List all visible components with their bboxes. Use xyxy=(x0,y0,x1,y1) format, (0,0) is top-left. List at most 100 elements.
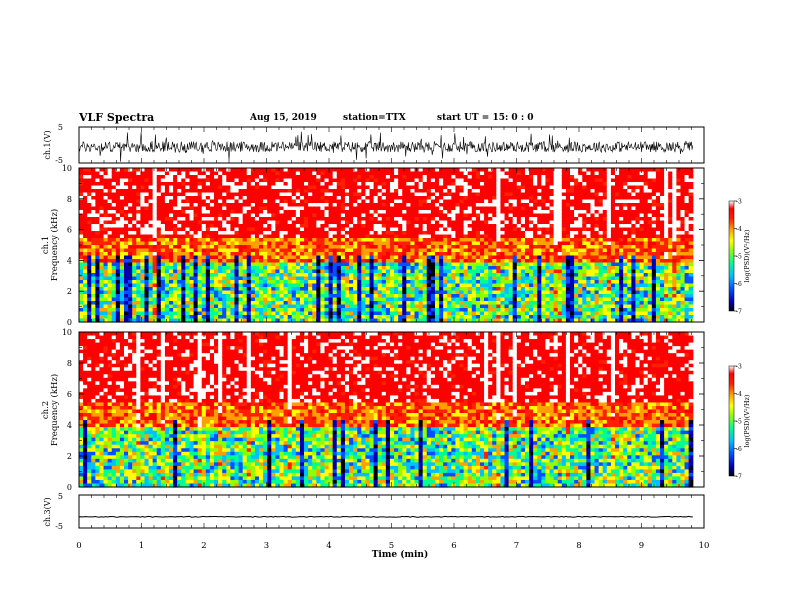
spectrogram-cell xyxy=(201,297,207,302)
spectrogram-cell xyxy=(533,206,538,211)
spectrogram-cell xyxy=(136,280,141,285)
spectrogram-cell xyxy=(173,182,178,187)
spectrogram-cell xyxy=(512,234,518,239)
spectrogram-cell xyxy=(328,234,334,239)
spectrogram-cell xyxy=(140,224,146,229)
spectrogram-cell xyxy=(209,245,215,250)
spectrogram-cell xyxy=(214,276,219,281)
spectrogram-cell xyxy=(111,178,117,183)
spectrogram-cell xyxy=(414,245,420,250)
spectrogram-cell xyxy=(79,311,84,316)
spectrogram-cell xyxy=(185,203,191,208)
spectrogram-cell xyxy=(479,262,485,267)
spectrogram-cell xyxy=(144,217,150,222)
spectrogram-cell xyxy=(250,227,256,232)
spectrogram-cell xyxy=(479,238,485,243)
spectrogram-cell xyxy=(385,283,391,288)
spectrogram-cell xyxy=(164,245,170,250)
spectrogram-cell xyxy=(475,213,481,218)
spectrogram-cell xyxy=(173,192,178,197)
spectrogram-cell xyxy=(185,294,191,299)
spectrogram-cell xyxy=(124,255,129,260)
spectrogram-cell xyxy=(107,234,113,239)
spectrogram-cell xyxy=(394,171,399,176)
spectrogram-cell xyxy=(205,259,211,264)
spectrogram-cell xyxy=(283,238,289,243)
spectrogram-cell xyxy=(279,294,285,299)
spectrogram-cell xyxy=(455,206,461,211)
spectrogram-cell xyxy=(488,217,493,222)
spectrogram-cell xyxy=(418,234,424,239)
spectrogram-cell xyxy=(516,276,522,281)
spectrogram-cell xyxy=(238,224,244,229)
spectrogram-cell xyxy=(512,308,518,313)
spectrogram-cell xyxy=(185,192,191,197)
spectrogram-cell xyxy=(361,318,367,323)
spectrogram-cell xyxy=(451,213,457,218)
spectrogram-cell xyxy=(467,248,473,253)
spectrogram-cell xyxy=(434,227,440,232)
spectrogram-cell xyxy=(160,168,166,173)
spectrogram-cell xyxy=(361,262,367,267)
spectrogram-cell xyxy=(389,227,395,232)
spectrogram-cell xyxy=(95,168,101,173)
spectrogram-cell xyxy=(250,255,256,260)
spectrogram-cell xyxy=(443,287,448,292)
spectrogram-cell xyxy=(410,238,416,243)
spectrogram-cell xyxy=(365,234,371,239)
spectrogram-cell xyxy=(324,255,330,260)
spectrogram-cell xyxy=(475,227,481,232)
spectrogram-cell xyxy=(353,301,358,306)
spectrogram-cell xyxy=(164,294,170,299)
spectrogram-cell xyxy=(426,280,432,285)
spectrogram-cell xyxy=(226,255,231,260)
spectrogram-cell xyxy=(418,182,424,187)
spectrogram-cell xyxy=(488,287,493,292)
spectrogram-cell xyxy=(275,294,281,299)
spectrogram-cell xyxy=(164,206,170,211)
spectrogram-cell xyxy=(418,248,424,253)
spectrogram-cell xyxy=(365,210,371,215)
spectrogram-cell xyxy=(381,301,387,306)
spectrogram-cell xyxy=(336,206,342,211)
spectrogram-cell xyxy=(516,234,522,239)
spectrogram-cell xyxy=(533,185,538,190)
spectrogram-cell xyxy=(271,280,276,285)
spectrogram-cell xyxy=(455,238,461,243)
spectrogram-cell xyxy=(197,227,203,232)
spectrogram-cell xyxy=(369,178,375,183)
spectrogram-cell xyxy=(95,301,101,306)
spectrogram-cell xyxy=(140,315,146,320)
spectrogram-cell xyxy=(263,245,268,250)
spectrogram-cell xyxy=(271,262,276,267)
spectrogram-cell xyxy=(332,259,338,264)
spectrogram-cell xyxy=(434,189,440,194)
spectrogram-cell xyxy=(140,227,146,232)
spectrogram-cell xyxy=(414,280,420,285)
spectrogram-cell xyxy=(193,241,199,246)
spectrogram-cell xyxy=(504,238,510,243)
spectrogram-cell xyxy=(357,315,362,320)
spectrogram-cell xyxy=(398,217,403,222)
spectrogram-cell xyxy=(422,280,428,285)
spectrogram-cell xyxy=(160,304,166,309)
spectrogram-cell xyxy=(99,175,105,180)
spectrogram-cell xyxy=(119,199,125,204)
spectrogram-cell xyxy=(353,213,358,218)
spectrogram-cell xyxy=(512,304,518,309)
spectrogram-cell xyxy=(410,231,416,236)
spectrogram-cell xyxy=(488,269,493,274)
spectrogram-cell xyxy=(164,192,170,197)
spectrogram-cell xyxy=(177,220,182,225)
spectrogram-cell xyxy=(340,196,346,201)
spectrogram-cell xyxy=(95,224,101,229)
spectrogram-cell xyxy=(430,297,436,302)
spectrogram-cell xyxy=(443,178,448,183)
spectrogram-cell xyxy=(520,203,526,208)
spectrogram-cell xyxy=(218,259,223,264)
spectrogram-cell xyxy=(91,315,96,320)
spectrogram-cell xyxy=(357,283,362,288)
spectrogram-cell xyxy=(422,189,428,194)
spectrogram-cell xyxy=(156,252,162,257)
spectrogram-cell xyxy=(246,196,252,201)
